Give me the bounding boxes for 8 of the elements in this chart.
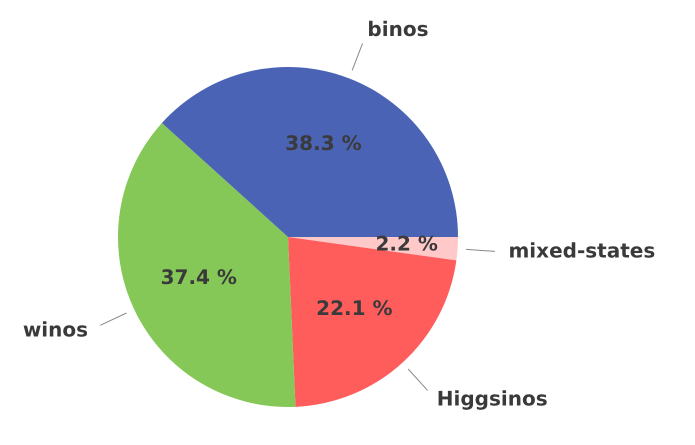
data-label: 38.3 % bbox=[285, 131, 362, 156]
data-label: 22.1 % bbox=[316, 296, 393, 320]
data-label: 2.2 % bbox=[375, 231, 438, 256]
slice-label: mixed-states bbox=[508, 238, 656, 262]
slice-label: winos bbox=[22, 317, 88, 342]
slice-label: binos bbox=[367, 16, 428, 41]
data-label: 37.4 % bbox=[160, 265, 237, 290]
slice-label: Higgsinos bbox=[436, 386, 548, 411]
